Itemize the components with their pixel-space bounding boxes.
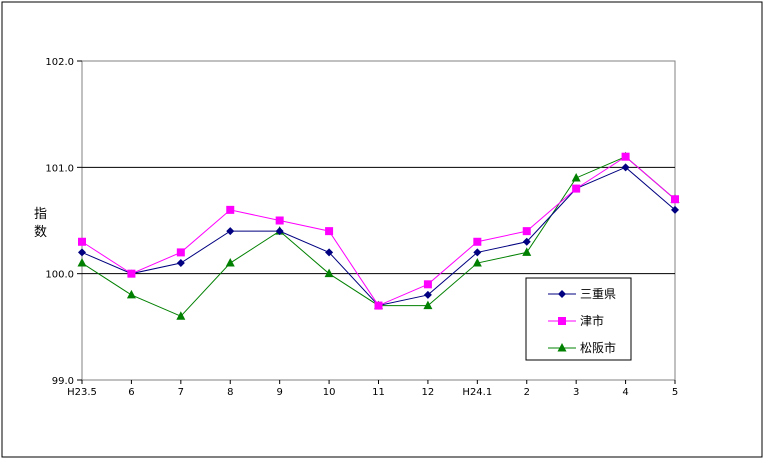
gridlines (82, 166, 675, 275)
y-axis-label-char-1: 指 (34, 207, 47, 222)
data-point (325, 248, 334, 257)
data-point (572, 184, 581, 193)
legend-entry: 津市 (548, 313, 604, 328)
data-point (226, 227, 235, 236)
data-point (423, 290, 432, 299)
data-point (127, 269, 136, 278)
legend-box (525, 277, 632, 361)
data-point (78, 248, 86, 257)
data-point (275, 216, 284, 225)
data-point (176, 259, 185, 268)
data-point (671, 205, 679, 214)
legend-swatch-marker (557, 343, 567, 352)
y-tick-label: 99.0 (52, 376, 74, 387)
legend-swatch-marker (558, 290, 566, 298)
series-group (77, 151, 680, 320)
data-point (522, 237, 531, 246)
data-point (473, 248, 482, 257)
legend-label: 松阪市 (580, 340, 616, 355)
x-tick-label: 7 (178, 387, 184, 398)
x-tick-label: 5 (672, 387, 678, 398)
x-tick-label: 2 (524, 387, 530, 398)
data-point (522, 227, 531, 236)
data-point (78, 237, 86, 246)
data-point (473, 237, 482, 246)
x-tick-label: 10 (323, 387, 336, 398)
data-point (176, 248, 185, 257)
x-tick-label: 4 (622, 387, 628, 398)
data-point (374, 301, 383, 310)
legend-label: 津市 (580, 313, 604, 328)
data-point (621, 163, 630, 172)
data-point (423, 280, 432, 289)
y-tick-label: 101.0 (45, 163, 74, 174)
legend-entry: 松阪市 (548, 340, 616, 355)
data-point (671, 195, 679, 204)
data-point (176, 311, 186, 320)
data-point (226, 205, 235, 214)
data-point (621, 152, 630, 161)
legend-entry: 三重県 (548, 287, 616, 301)
x-tick-label: 6 (128, 387, 134, 398)
data-point (324, 268, 334, 278)
legend-label: 三重県 (580, 287, 616, 301)
y-axis-ticks: 99.0 100.0 101.0 102.0 (45, 57, 82, 387)
y-tick-label: 102.0 (45, 57, 74, 68)
x-tick-label: H24.1 (462, 387, 492, 398)
data-point (472, 258, 482, 267)
data-point (225, 258, 235, 267)
data-point (423, 300, 433, 310)
x-tick-label: 11 (372, 387, 385, 398)
y-tick-label: 100.0 (45, 270, 74, 281)
data-point (275, 227, 284, 236)
data-point (325, 227, 334, 236)
x-tick-label: 9 (276, 387, 282, 398)
x-tick-label: H23.5 (67, 387, 97, 398)
data-point (77, 258, 87, 267)
x-axis-ticks: H23.5 6 7 8 9 10 11 12 H24.1 2 3 4 5 (67, 380, 678, 398)
data-point (522, 247, 532, 256)
y-axis-label-char-2: 数 (34, 225, 47, 240)
x-tick-label: 8 (227, 387, 233, 398)
x-tick-label: 3 (573, 387, 579, 398)
x-tick-label: 12 (422, 387, 435, 398)
data-point (126, 289, 136, 299)
data-point (571, 172, 581, 182)
series-2 (78, 152, 679, 310)
legend-swatch-marker (558, 317, 566, 325)
